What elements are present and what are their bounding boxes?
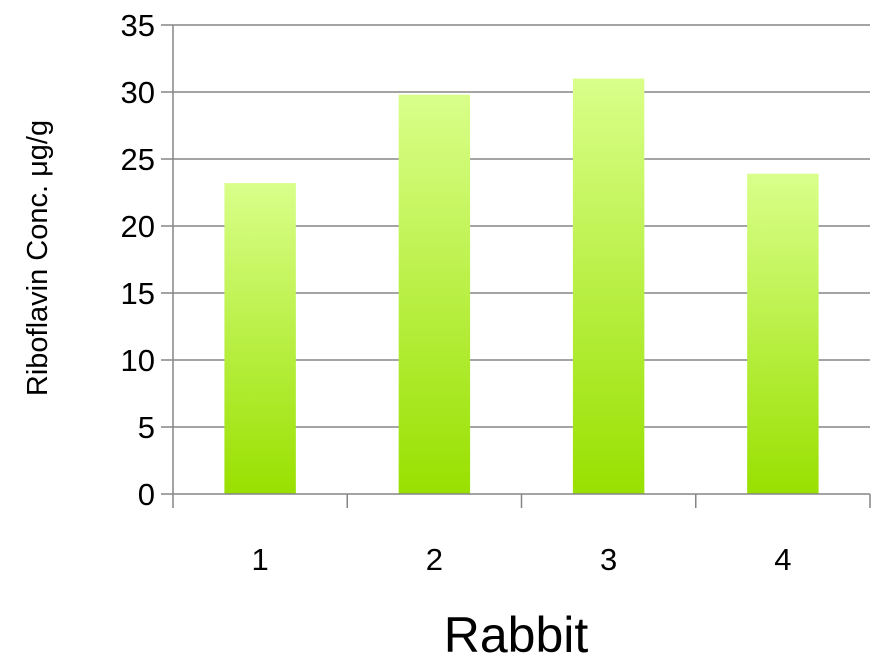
tick-labels: 0 5 10 15 20 25 30 35 1 2 3 4 [121,8,792,577]
bar-rabbit-3 [572,78,645,494]
y-tick-label: 0 [138,477,155,512]
x-axis-title: Rabbit [444,607,589,663]
bar-rabbit-1 [224,183,296,494]
x-tick-label: 2 [426,542,443,577]
y-tick-label: 10 [121,343,155,378]
axes [161,24,871,508]
y-tick-label: 35 [121,8,155,43]
bar-rabbit-2 [398,94,471,495]
x-tick-label: 3 [600,542,617,577]
x-tick-label: 1 [252,542,269,577]
bar-rabbit-4 [747,173,819,495]
y-axis-title: Riboflavin Conc. μg/g [22,120,54,396]
y-tick-label: 25 [121,142,155,177]
y-tick-label: 15 [121,276,155,311]
bars [224,78,819,495]
y-tick-label: 5 [138,410,155,445]
x-tick-label: 4 [774,542,791,577]
y-tick-label: 30 [121,75,155,110]
y-tick-label: 20 [121,209,155,244]
